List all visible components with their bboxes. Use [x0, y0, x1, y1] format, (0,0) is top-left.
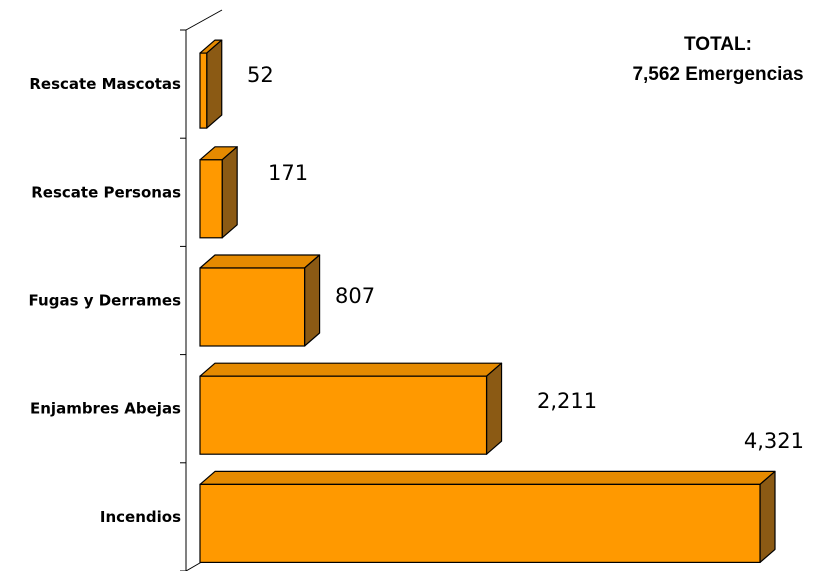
category-axis [180, 9, 223, 571]
bar-rescate-personas [199, 146, 238, 239]
bar-front-face [199, 52, 208, 129]
value-label: 807 [335, 284, 375, 308]
category-label: Fugas y Derrames [29, 292, 182, 310]
bar-top-face [199, 470, 776, 485]
bar-front-face [199, 267, 306, 347]
category-label: Rescate Mascotas [29, 75, 181, 93]
category-label: Rescate Personas [31, 183, 181, 201]
bar-rescate-mascotas [199, 39, 223, 129]
total-value: 7,562 Emergencias [632, 64, 803, 85]
value-label: 52 [247, 63, 274, 87]
value-label: 171 [268, 161, 308, 185]
bar-top-face [199, 254, 321, 269]
bar-incendios [199, 470, 776, 564]
bar-front-face [199, 159, 223, 239]
bar-side-face [485, 362, 503, 455]
category-label: Enjambres Abejas [30, 400, 181, 418]
value-label: 2,211 [537, 389, 597, 413]
bar-side-face [303, 254, 321, 347]
axis-wall-top [185, 9, 223, 31]
bar-fugas-y-derrames [199, 254, 321, 347]
bars [199, 39, 776, 564]
bar-side-face [206, 39, 223, 129]
bar-top-face [199, 362, 503, 377]
bar-enjambres-abejas [199, 362, 503, 455]
labels: Rescate Mascotas 52 Rescate Personas 171 Fug… [29, 63, 804, 526]
bar-side-face [221, 146, 238, 239]
total-title: TOTAL: [684, 34, 752, 55]
bar-front-face [199, 483, 761, 563]
bar-side-face [759, 470, 776, 564]
category-label: Incendios [100, 508, 181, 526]
value-label: 4,321 [744, 429, 804, 453]
bar-front-face [199, 375, 488, 455]
